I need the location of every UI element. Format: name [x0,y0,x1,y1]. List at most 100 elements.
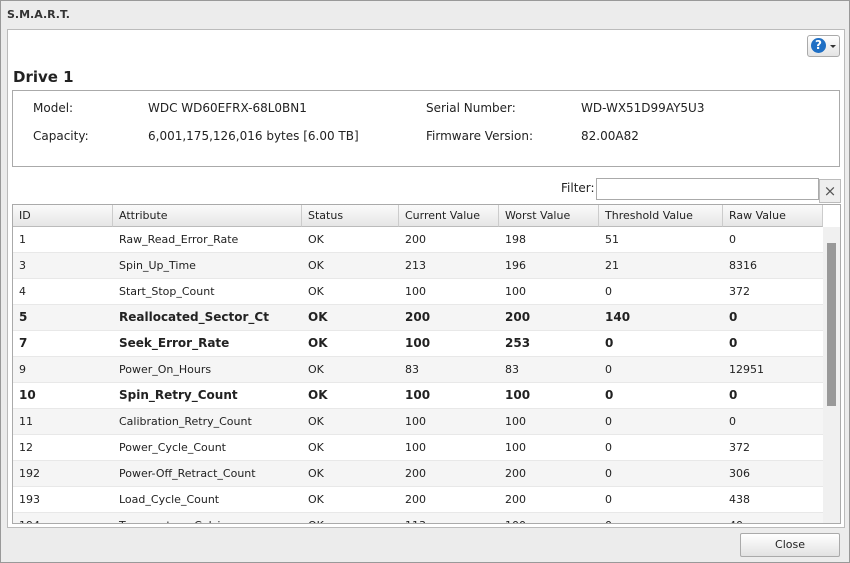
column-header[interactable]: ID [13,205,113,227]
table-cell: 140 [605,310,631,324]
table-cell: 0 [599,513,612,523]
table-cell: Power_On_Hours [119,363,212,376]
table-cell: Raw_Read_Error_Rate [119,233,239,246]
attribute-table: ID Attribute Status Current Value Worst Valu… [12,204,841,524]
table-cell: 100 [405,415,426,428]
table-row[interactable]: 4 Start_Stop_Count OK 100 100 0 372 [13,279,823,305]
table-cell: Temperature_Celsius [113,513,233,523]
column-header[interactable]: Threshold Value [599,205,723,227]
table-cell: 10 [19,388,36,402]
table-cell: OK [308,493,324,506]
filter-label: Filter: [561,181,595,195]
table-cell: 200 [505,467,526,480]
table-cell: 0 [605,336,614,350]
clear-button[interactable]: × [819,179,841,203]
table-cell: 306 [729,467,750,480]
table-cell: 0 [605,441,612,454]
table-cell: 0 [605,363,612,376]
table-cell: 21 [605,259,619,272]
table-cell: 192 [19,467,40,480]
table-cell: OK [308,363,324,376]
table-cell: OK [308,336,328,350]
field-label: Firmware Version: [426,129,533,143]
table-cell: 83 [405,363,419,376]
dialog-title: S.M.A.R.T. [7,8,70,21]
table-cell: Spin_Retry_Count [119,388,238,402]
table-cell: Reallocated_Sector_Ct [119,310,269,324]
table-cell: 0 [729,388,738,402]
scroll-thumb[interactable] [827,243,836,406]
table-cell: 51 [605,233,619,246]
column-header[interactable]: Current Value [399,205,499,227]
table-cell: Power_Cycle_Count [119,441,226,454]
table-row[interactable]: 192 Power-Off_Retract_Count OK 200 200 0 306 [13,461,823,487]
table-row[interactable]: 10 Spin_Retry_Count OK 100 100 0 0 [13,383,823,409]
table-cell: OK [308,441,324,454]
column-header[interactable]: Attribute [113,205,302,227]
field-value: 6,001,175,126,016 bytes [6.00 TB] [148,129,359,143]
table-cell: 5 [19,310,28,324]
table-cell: 83 [505,363,519,376]
table-cell: 193 [19,493,40,506]
table-cell: 100 [505,388,531,402]
table-cell: 0 [729,336,738,350]
table-cell: 100 [405,285,426,298]
table-cell: 100 [505,415,526,428]
table-cell: OK [308,285,324,298]
table-cell: 7 [19,336,28,350]
table-cell: Seek_Error_Rate [119,336,230,350]
table-row[interactable]: 3 Spin_Up_Time OK 213 196 21 8316 [13,253,823,279]
close-button[interactable]: Close [740,533,840,557]
table-cell: 372 [729,441,750,454]
table-cell: 0 [729,415,736,428]
table-cell: 11 [19,415,33,428]
table-cell: 4 [19,285,26,298]
table-cell: 12951 [729,363,764,376]
table-cell: Start_Stop_Count [119,285,215,298]
field-value: WDC WD60EFRX-68L0BN1 [148,101,307,115]
table-cell: 0 [729,233,736,246]
table-cell: 9 [19,363,26,376]
column-header[interactable]: Raw Value [723,205,823,227]
table-cell: 372 [729,285,750,298]
table-cell: Power-Off_Retract_Count [119,467,256,480]
table-cell: OK [308,388,328,402]
column-header[interactable]: Worst Value [499,205,599,227]
help-icon: ? [811,38,826,53]
table-cell: Spin_Up_Time [119,259,196,272]
table-cell: OK [308,467,324,480]
table-cell: 0 [729,310,738,324]
table-cell: 100 [405,336,431,350]
table-cell: 100 [505,441,526,454]
field-label: Serial Number: [426,101,516,115]
panel: ? Drive 1 Model: WDC WD60EFRX-68L0BN1 Seri… [7,29,845,528]
table-row[interactable]: 9 Power_On_Hours OK 83 83 0 12951 [13,357,823,383]
info-box: Model: WDC WD60EFRX-68L0BN1 Serial Number:… [12,90,840,167]
table-row[interactable]: 11 Calibration_Retry_Count OK 100 100 0 0 [13,409,823,435]
table-cell: 0 [605,467,612,480]
column-header[interactable]: Status [302,205,399,227]
filter-input[interactable] [596,178,819,200]
table-cell: 0 [605,493,612,506]
table-row[interactable]: 5 Reallocated_Sector_Ct OK 200 200 140 0 [13,305,823,331]
table-cell: Load_Cycle_Count [119,493,220,506]
table-cell: 200 [405,467,426,480]
help-button[interactable]: ? [807,35,840,57]
table-cell: 438 [729,493,750,506]
scrollbar[interactable] [823,227,840,523]
table-cell: 100 [405,388,431,402]
field-label: Capacity: [33,129,89,143]
table-cell: 1 [19,233,26,246]
table-row[interactable]: 7 Seek_Error_Rate OK 100 253 0 0 [13,331,823,357]
table-cell: 3 [19,259,26,272]
table-row[interactable]: 1 Raw_Read_Error_Rate OK 200 198 51 0 [13,227,823,253]
table-cell: 198 [505,233,526,246]
table-row[interactable]: 194 Temperature_Celsius OK 113 100 0 40 [13,513,823,523]
table-row[interactable]: 193 Load_Cycle_Count OK 200 200 0 438 [13,487,823,513]
field-value: 82.00A82 [581,129,639,143]
table-cell: OK [302,513,324,523]
table-cell: 12 [19,441,33,454]
table-cell: 0 [605,415,612,428]
table-row[interactable]: 12 Power_Cycle_Count OK 100 100 0 372 [13,435,823,461]
